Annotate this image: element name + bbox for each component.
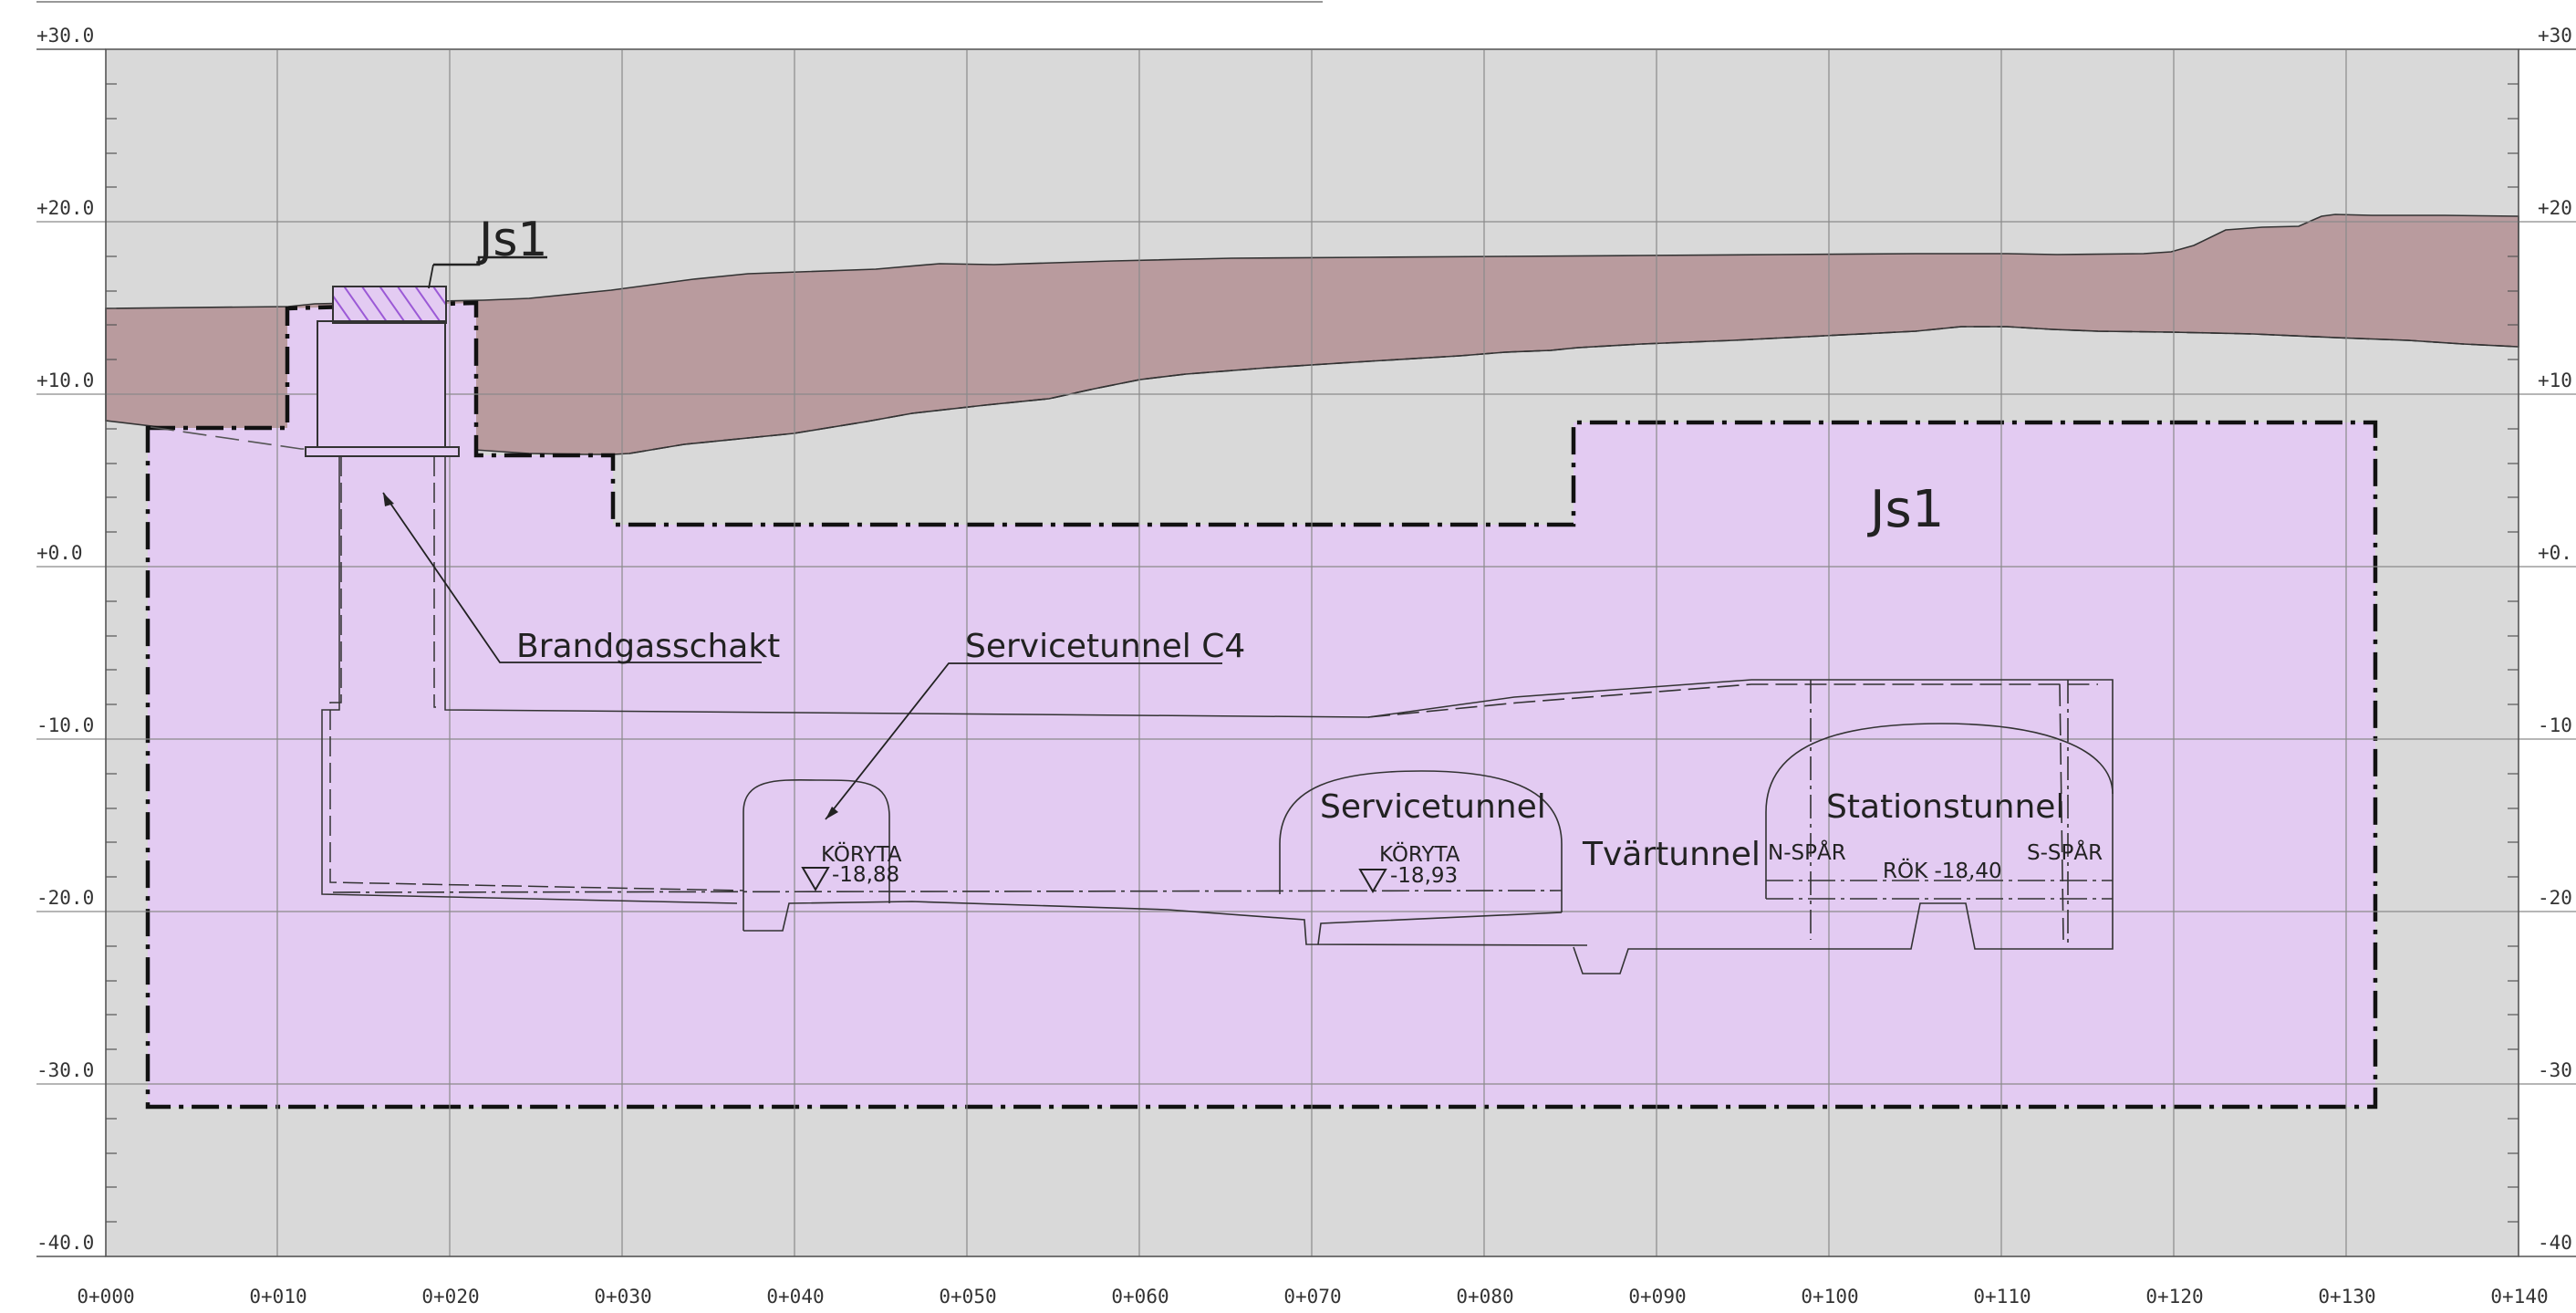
chainage-labels: 0+000 0+010 0+020 0+030 0+040 0+050 0+060 0+070… — [77, 1286, 2548, 1308]
elevation-label-right: -20. — [2538, 887, 2576, 909]
zone-label-shaft: Js1 — [476, 213, 548, 267]
rock-surface-line — [628, 326, 2519, 454]
label-s-spar: S-SPÅR — [2027, 839, 2103, 865]
servicetunnel — [1279, 770, 1563, 945]
zone-js1-boundary-hint — [150, 426, 317, 450]
servicetunnel-c4 — [743, 779, 1588, 946]
elevation-label: -20.0 — [36, 887, 94, 909]
elevation-label: -30.0 — [36, 1059, 94, 1081]
label-rok: RÖK -18,40 — [1883, 858, 2002, 883]
elevation-label-right: -30. — [2538, 1059, 2576, 1081]
arrow-brandgasschakt — [383, 493, 394, 506]
chainage-label: 0+090 — [1628, 1286, 1686, 1308]
chainage-label: 0+030 — [594, 1286, 651, 1308]
leader-lines — [382, 255, 1222, 820]
elevation-label: +30.0 — [36, 25, 94, 47]
elevation-label-right: -10. — [2538, 714, 2576, 736]
grid — [36, 50, 2576, 1256]
frame-ticks — [106, 83, 2519, 1223]
label-koryta-2: KÖRYTA — [1379, 841, 1460, 867]
elevation-label: -10.0 — [36, 714, 94, 736]
level-marker-koryta-1 — [801, 867, 830, 891]
chainage-label: 0+070 — [1283, 1286, 1341, 1308]
chainage-label: 0+060 — [1111, 1286, 1169, 1308]
frame — [36, 1, 2576, 1257]
elevation-label-right: +30. — [2538, 25, 2576, 47]
label-n-spar: N-SPÅR — [1768, 839, 1846, 865]
chainage-label: 0+040 — [766, 1286, 824, 1308]
stationstunnel — [332, 679, 2114, 974]
elevation-label-right: +0. — [2538, 542, 2572, 564]
label-koryta-2-level: -18,93 — [1390, 864, 1458, 888]
chainage-label: 0+120 — [2145, 1286, 2203, 1308]
elevation-label-right: -40. — [2538, 1232, 2576, 1254]
elevation-label: +0.0 — [36, 542, 83, 564]
chainage-label: 0+010 — [249, 1286, 306, 1308]
elevation-label: -40.0 — [36, 1232, 94, 1254]
label-servicetunnel-c4: Servicetunnel C4 — [965, 628, 1245, 665]
elevation-labels-right: +30. +20. +10. +0. -10. -20. -30. -40. — [2538, 25, 2576, 1254]
level-marker-koryta-2 — [1358, 869, 1387, 893]
chainage-label: 0+140 — [2490, 1286, 2548, 1308]
zone-label-main: Js1 — [1867, 480, 1944, 539]
label-servicetunnel: Servicetunnel — [1320, 788, 1546, 826]
elevation-labels-left: +30.0 +20.0 +10.0 +0.0 -10.0 -20.0 -30.0 -40.0 — [36, 25, 94, 1254]
chainage-label: 0+130 — [2318, 1286, 2375, 1308]
chainage-label: 0+050 — [939, 1286, 996, 1308]
arrow-servicetunnel-c4 — [826, 807, 838, 819]
label-tvartunnel: Tvärtunnel — [1582, 836, 1761, 873]
label-koryta-1-level: -18,88 — [832, 863, 899, 887]
brandgasschakt-shaft — [305, 286, 1752, 904]
chainage-label: 0+110 — [1973, 1286, 2031, 1308]
label-brandgasschakt: Brandgasschakt — [516, 628, 780, 665]
label-koryta-1: KÖRYTA — [821, 841, 902, 867]
zone-js1 — [145, 300, 2378, 1110]
chainage-label: 0+020 — [421, 1286, 479, 1308]
elevation-label: +10.0 — [36, 370, 94, 391]
chainage-label: 0+080 — [1456, 1286, 1513, 1308]
elevation-label: +20.0 — [36, 197, 94, 219]
label-stationstunnel: Stationstunnel — [1826, 788, 2064, 826]
elevation-label-right: +20. — [2538, 197, 2576, 219]
chainage-label: 0+000 — [77, 1286, 134, 1308]
chainage-label: 0+100 — [1801, 1286, 1858, 1308]
elevation-label-right: +10. — [2538, 370, 2576, 391]
